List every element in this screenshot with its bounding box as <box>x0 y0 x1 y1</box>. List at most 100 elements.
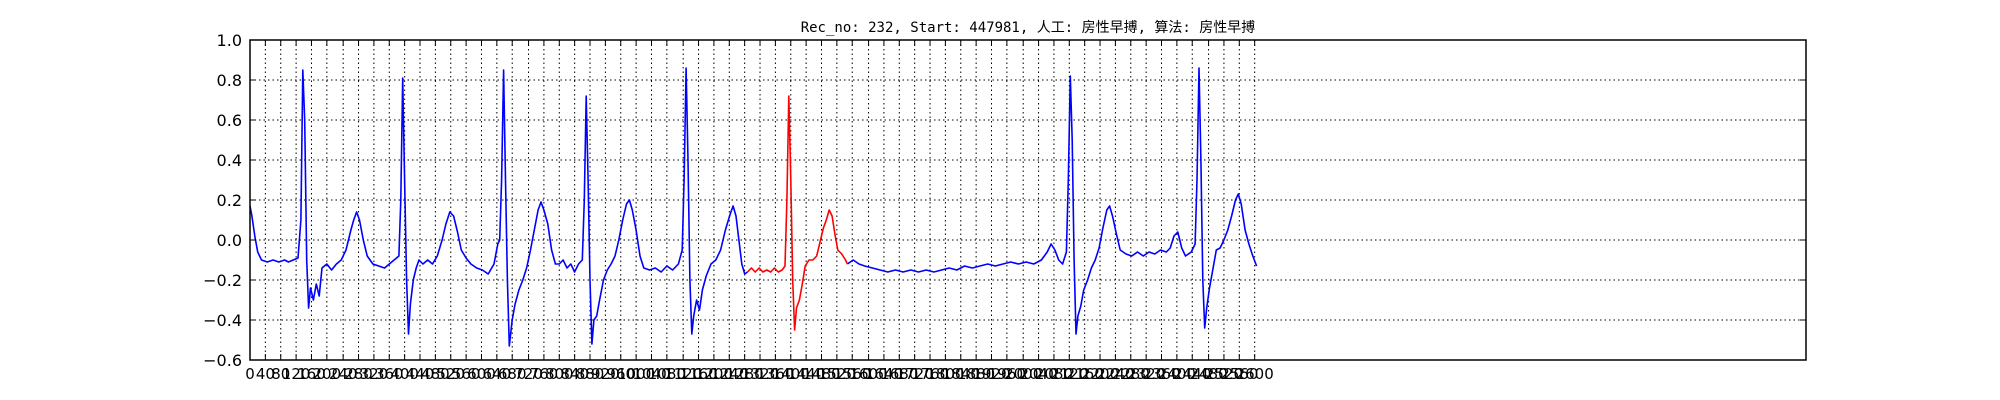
x-tick: 720 <box>514 40 543 383</box>
x-tick-label: 2320 <box>1127 365 1165 383</box>
x-tick: 480 <box>421 40 450 383</box>
x-tick-label: 1400 <box>772 365 810 383</box>
x-tick: 640 <box>483 40 512 383</box>
x-tick-label: 680 <box>498 365 527 383</box>
x-tick: 40 <box>256 40 275 383</box>
x-tick: 2360 <box>1142 40 1181 383</box>
x-tick-label: 1480 <box>802 365 840 383</box>
x-tick-label: 1560 <box>833 365 871 383</box>
y-tick-label: −0.2 <box>203 271 242 290</box>
y-tick-label: 0.2 <box>217 191 242 210</box>
y-tick-label: 0.0 <box>217 231 242 250</box>
x-tick-label: 80 <box>271 365 290 383</box>
y-tick-label: 0.4 <box>217 151 242 170</box>
x-tick-label: 2440 <box>1173 365 1211 383</box>
y-tick: 0.2 <box>217 191 1806 210</box>
x-tick: 1000 <box>617 40 655 383</box>
x-tick-label: 840 <box>560 365 589 383</box>
x-tick: 1440 <box>787 40 825 383</box>
x-tick: 320 <box>360 40 389 383</box>
x-tick-label: 560 <box>452 365 481 383</box>
y-tick-label: 0.8 <box>217 71 242 90</box>
x-tick: 1280 <box>726 40 764 383</box>
x-tick-label: 40 <box>256 365 275 383</box>
y-tick: −0.2 <box>203 271 1806 290</box>
x-tick: 960 <box>606 40 635 383</box>
x-tick: 200 <box>313 40 341 383</box>
x-tick: 280 <box>344 40 373 383</box>
x-tick: 1720 <box>896 40 934 383</box>
x-tick: 1240 <box>710 40 748 383</box>
ecg-series <box>249 67 1258 347</box>
x-tick-label: 1160 <box>679 365 717 383</box>
x-tick: 600 <box>467 40 496 383</box>
x-tick: 1800 <box>926 40 964 383</box>
x-tick-label: 1760 <box>911 365 949 383</box>
x-tick-label: 320 <box>360 365 389 383</box>
x-tick: 2520 <box>1205 40 1243 383</box>
x-tick: 2080 <box>1035 40 1073 383</box>
x-tick-label: 600 <box>467 365 496 383</box>
x-tick-label: 1960 <box>988 365 1026 383</box>
x-tick-label: 1080 <box>648 365 686 383</box>
x-tick-label: 2280 <box>1112 365 1150 383</box>
x-tick: 920 <box>591 40 620 383</box>
x-tick: 1840 <box>942 40 980 383</box>
x-tick-label: 2400 <box>1158 365 1196 383</box>
x-tick-label: 240 <box>329 365 358 383</box>
x-tick: 0 <box>245 40 255 383</box>
x-tick-label: 0 <box>245 365 255 383</box>
x-tick: 1360 <box>756 40 794 383</box>
x-tick: 1200 <box>695 40 733 383</box>
x-tick-label: 2000 <box>1004 365 1042 383</box>
x-tick-label: 480 <box>421 365 450 383</box>
x-tick: 80 <box>271 40 290 383</box>
x-tick-label: 2600 <box>1236 365 1274 383</box>
x-tick-label: 2160 <box>1066 365 1104 383</box>
x-tick: 1960 <box>988 40 1026 383</box>
x-tick-label: 2480 <box>1189 365 1227 383</box>
x-tick-label: 2080 <box>1035 365 1073 383</box>
x-tick-label: 1320 <box>741 365 779 383</box>
x-tick: 1560 <box>833 40 871 383</box>
x-tick: 2160 <box>1066 40 1104 383</box>
x-tick: 240 <box>329 40 358 383</box>
x-tick: 1480 <box>802 40 841 383</box>
x-tick: 2400 <box>1158 40 1196 383</box>
x-tick: 2600 <box>1236 40 1274 383</box>
x-tick-label: 120 <box>282 365 311 383</box>
x-tick-label: 1000 <box>617 365 655 383</box>
x-tick-label: 2120 <box>1050 365 1088 383</box>
x-tick: 1760 <box>911 40 949 383</box>
x-tick: 2320 <box>1127 40 1165 383</box>
y-tick: 0.8 <box>217 71 1806 90</box>
x-tick: 2440 <box>1173 40 1211 383</box>
chart-title: Rec_no: 232, Start: 447981, 人工: 房性早搏, 算法… <box>800 20 1256 36</box>
x-tick-label: 2240 <box>1096 365 1134 383</box>
y-tick-label: −0.6 <box>203 351 242 370</box>
grid-lines <box>249 39 1806 361</box>
x-tick-label: 1640 <box>865 365 903 383</box>
y-tick: 1.0 <box>217 31 1806 50</box>
x-tick: 1920 <box>972 40 1011 383</box>
x-tick-label: 1040 <box>632 365 670 383</box>
x-tick-label: 2520 <box>1205 365 1243 383</box>
x-tick: 1880 <box>957 40 995 383</box>
x-tick-label: 1280 <box>726 365 764 383</box>
x-tick: 560 <box>452 40 481 383</box>
plot-frame <box>249 39 1807 361</box>
x-tick-label: 360 <box>375 365 404 383</box>
y-tick: 0.4 <box>217 151 1806 170</box>
x-tick: 1520 <box>818 40 856 383</box>
x-tick: 2000 <box>1004 40 1042 383</box>
x-tick-label: 1920 <box>972 365 1010 383</box>
ecg-signal-line-1 <box>846 67 1258 335</box>
y-tick: 0.6 <box>217 111 1806 130</box>
x-tick-label: 1200 <box>695 365 733 383</box>
x-tick-label: 1520 <box>818 365 856 383</box>
x-tick: 1040 <box>632 40 671 383</box>
x-tick: 360 <box>375 40 404 383</box>
x-tick: 400 <box>390 40 419 383</box>
x-tick-label: 640 <box>483 365 512 383</box>
y-tick-label: −0.4 <box>203 311 242 330</box>
